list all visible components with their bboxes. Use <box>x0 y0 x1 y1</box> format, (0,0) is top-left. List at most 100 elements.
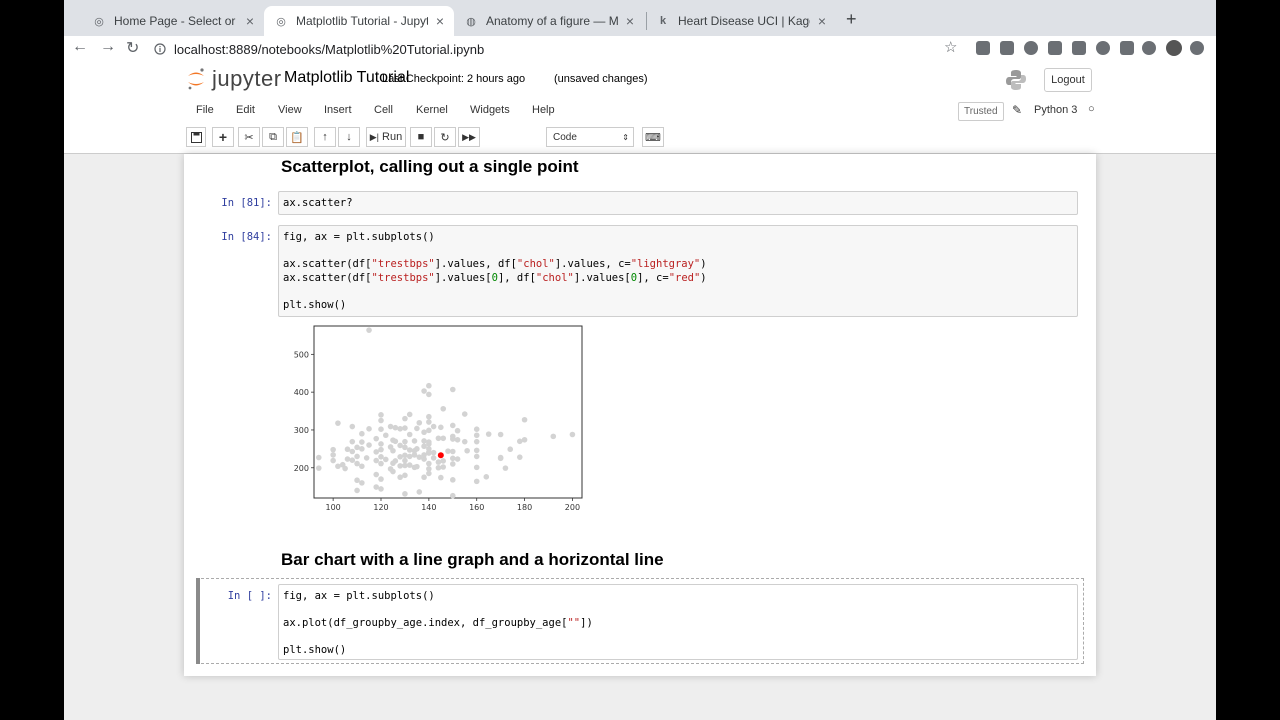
scatter-point <box>406 411 413 418</box>
python-logo-icon <box>1006 70 1026 90</box>
close-tab-icon[interactable]: × <box>245 13 254 29</box>
copy-icon[interactable]: ⧉ <box>262 127 284 147</box>
close-tab-icon[interactable]: × <box>625 13 634 29</box>
x-tick-label: 200 <box>565 503 580 512</box>
markdown-heading: Scatterplot, calling out a single point <box>281 157 579 176</box>
scatter-point <box>454 456 461 462</box>
x-tick-label: 140 <box>421 503 436 512</box>
extension-icon[interactable] <box>1190 41 1204 55</box>
scatter-point <box>397 474 403 481</box>
extension-icon[interactable] <box>1072 41 1086 55</box>
cut-icon[interactable]: ✂ <box>238 127 260 147</box>
extension-icon[interactable] <box>1024 41 1038 55</box>
extension-icon[interactable] <box>1142 41 1156 55</box>
kernel-idle-icon: ○ <box>1088 103 1095 115</box>
scatter-point <box>440 458 447 464</box>
scatter-point <box>402 472 408 479</box>
menu-view[interactable]: View <box>278 104 302 116</box>
markdown-heading: Bar chart with a line graph and a horizo… <box>281 550 664 569</box>
code-cell-editor[interactable]: ax.scatter? <box>278 191 1078 215</box>
code-cell-editor[interactable]: fig, ax = plt.subplots() ax.scatter(df["… <box>278 225 1078 317</box>
menu-edit[interactable]: Edit <box>236 104 255 116</box>
save-icon[interactable] <box>186 127 206 147</box>
fast-forward-icon[interactable]: ▶▶ <box>458 127 480 147</box>
edit-pencil-icon[interactable]: ✎ <box>1012 103 1023 117</box>
x-tick-label: 120 <box>373 503 388 512</box>
scatter-point <box>426 466 432 472</box>
menu-widgets[interactable]: Widgets <box>470 104 510 116</box>
back-arrow-icon[interactable]: ← <box>72 38 88 55</box>
scatter-point <box>392 438 399 445</box>
translate-extension-icon[interactable] <box>976 41 990 55</box>
menu-cell[interactable]: Cell <box>374 104 393 116</box>
y-tick-label: 400 <box>294 388 309 397</box>
scatter-point <box>315 465 322 471</box>
close-tab-icon[interactable]: × <box>817 13 826 29</box>
scatter-point <box>366 327 372 333</box>
scatter-point <box>373 449 380 455</box>
scatter-point <box>402 415 408 422</box>
scatter-point <box>421 438 427 444</box>
trusted-badge[interactable]: Trusted <box>958 102 1004 121</box>
profile-avatar-icon[interactable] <box>1166 40 1182 56</box>
scatter-point <box>406 431 413 438</box>
scatter-point <box>440 435 447 442</box>
tab-anatomy-of-figure[interactable]: ◍ Anatomy of a figure — Matplo × <box>454 6 644 36</box>
scatter-point <box>330 452 336 458</box>
add-cell-icon[interactable]: + <box>212 127 234 147</box>
scatter-point <box>421 443 427 450</box>
scatter-point <box>440 464 447 470</box>
scatter-point <box>421 456 427 462</box>
address-bar[interactable]: localhost:8889/notebooks/Matplotlib%20Tu… <box>154 37 974 61</box>
scatter-point <box>397 426 403 432</box>
extension-icon[interactable] <box>1120 41 1134 55</box>
tab-home-page[interactable]: ◎ Home Page - Select or create × <box>82 6 264 36</box>
extension-icon[interactable] <box>1096 41 1110 55</box>
scatter-point <box>373 484 380 490</box>
close-tab-icon[interactable]: × <box>435 13 444 29</box>
scatter-point <box>330 457 336 464</box>
scatter-point <box>349 423 356 430</box>
scatter-point <box>406 453 413 460</box>
select-arrows-icon: ⇕ <box>622 132 629 142</box>
kernel-indicator[interactable]: Python 3 <box>1034 104 1078 116</box>
paste-icon[interactable]: 📋 <box>286 127 308 147</box>
scatter-point <box>392 424 399 431</box>
scatter-point <box>449 492 456 499</box>
scatter-point <box>461 411 468 417</box>
reload-icon[interactable]: ↻ <box>126 40 140 57</box>
menu-bar: File Edit View Insert Cell Kernel Widget… <box>184 100 1096 122</box>
new-tab-icon[interactable]: + <box>846 9 857 29</box>
y-tick-label: 300 <box>294 426 309 435</box>
bookmark-star-icon[interactable]: ☆ <box>944 39 958 56</box>
command-palette-icon[interactable]: ⌨ <box>642 127 664 147</box>
run-button[interactable]: ▶| Run <box>366 127 406 147</box>
scatter-point <box>406 462 413 468</box>
extension-icon[interactable] <box>1048 41 1062 55</box>
code-cell-editor[interactable]: fig, ax = plt.subplots() ax.plot(df_grou… <box>278 584 1078 660</box>
scatter-point <box>411 438 418 444</box>
move-down-icon[interactable]: ↓ <box>338 127 360 147</box>
scatter-point <box>430 455 437 461</box>
move-up-icon[interactable]: ↑ <box>314 127 336 147</box>
scatter-point <box>402 457 408 464</box>
menu-help[interactable]: Help <box>532 104 555 116</box>
scatter-point <box>435 464 442 471</box>
scatter-point <box>359 430 365 437</box>
cell-type-select[interactable]: Code ⇕ <box>546 127 634 147</box>
extension-icon[interactable] <box>1000 41 1014 55</box>
tab-heart-disease-kaggle[interactable]: k Heart Disease UCI | Kaggle × <box>646 6 836 36</box>
scatter-point <box>402 438 408 445</box>
tab-matplotlib-tutorial[interactable]: ◎ Matplotlib Tutorial - Jupyter N × <box>264 6 454 36</box>
menu-insert[interactable]: Insert <box>324 104 352 116</box>
scatter-point <box>354 460 360 467</box>
scatter-point <box>426 382 432 389</box>
interrupt-icon[interactable]: ■ <box>410 127 432 147</box>
restart-icon[interactable]: ↻ <box>434 127 456 147</box>
forward-arrow-icon[interactable]: → <box>100 38 116 55</box>
logout-button[interactable]: Logout <box>1044 68 1092 92</box>
menu-kernel[interactable]: Kernel <box>416 104 448 116</box>
menu-file[interactable]: File <box>196 104 214 116</box>
notebook-title[interactable]: Matplotlib Tutorial <box>284 69 410 86</box>
jupyter-logo[interactable]: jupyter <box>186 66 282 92</box>
